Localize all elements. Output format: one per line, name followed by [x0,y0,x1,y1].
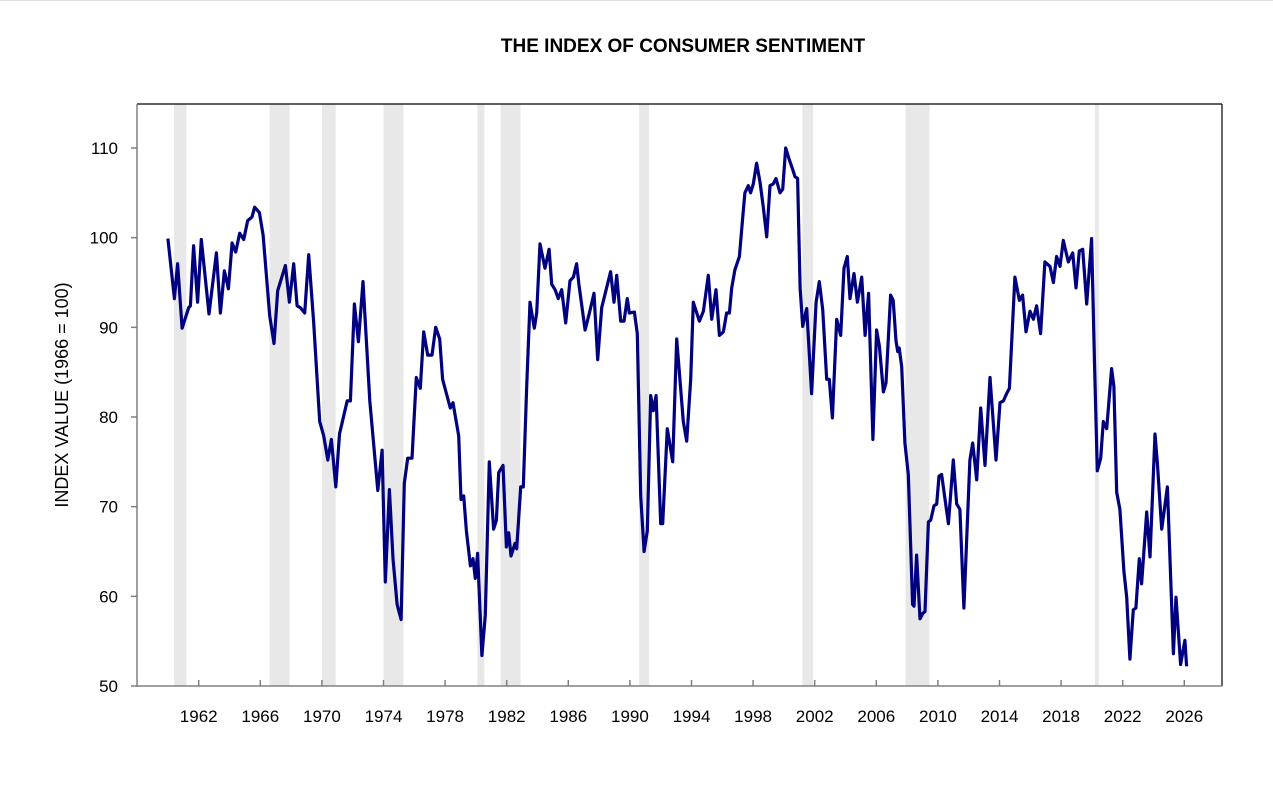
x-tick-label: 2002 [796,707,834,726]
shaded-period-4 [477,104,485,686]
shaded-period-6 [639,104,650,686]
x-tick-label: 1978 [426,707,464,726]
shaded-period-0 [174,104,187,686]
x-tick-label: 1962 [180,707,218,726]
x-tick-label: 1982 [488,707,526,726]
y-tick-label: 70 [99,498,118,517]
x-tick-label: 2006 [857,707,895,726]
x-tick-label: 1994 [673,707,711,726]
y-axis-label: INDEX VALUE (1966 = 100) [52,282,72,507]
x-axis-ticks: 1962 1966 1970 1974 1978 1982 1986 1990 1994 1998… [180,680,1203,726]
y-tick-label: 60 [99,587,118,606]
shaded-period-7 [802,104,814,686]
series-line-consumer-sentiment [166,146,1189,667]
y-tick-label: 110 [91,139,118,158]
shaded-period-2 [321,104,336,686]
chart-title: THE INDEX OF CONSUMER SENTIMENT [501,36,866,57]
x-tick-label: 1998 [734,707,772,726]
shaded-period-5 [500,104,521,686]
y-tick-label: 80 [99,408,118,427]
x-tick-label: 1966 [241,707,279,726]
x-tick-label: 2014 [981,707,1019,726]
x-tick-label: 1974 [365,707,403,726]
x-tick-label: 2018 [1042,707,1080,726]
shaded-period-1 [269,104,290,686]
y-axis-ticks: 50 60 70 80 90 100 110 [90,139,137,696]
x-tick-label: 1990 [611,707,649,726]
y-tick-label: 100 [90,229,118,248]
x-tick-label: 2026 [1165,707,1203,726]
x-tick-label: 1986 [549,707,587,726]
y-tick-label: 90 [99,318,118,337]
x-tick-label: 1970 [303,707,341,726]
shaded-periods [174,104,1099,686]
x-tick-label: 2022 [1104,707,1142,726]
x-tick-label: 2010 [919,707,957,726]
y-tick-label: 50 [99,677,118,696]
